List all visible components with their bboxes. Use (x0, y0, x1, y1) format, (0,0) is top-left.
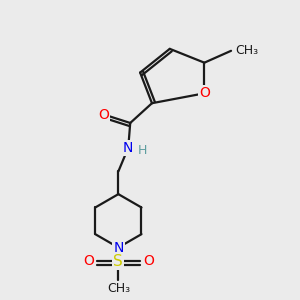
Text: CH₃: CH₃ (107, 282, 130, 295)
Text: CH₃: CH₃ (235, 44, 258, 57)
Text: N: N (123, 141, 134, 155)
Text: S: S (113, 254, 123, 269)
Text: N: N (113, 241, 124, 254)
Text: H: H (137, 144, 147, 157)
Text: O: O (143, 254, 154, 268)
Text: O: O (98, 108, 109, 122)
Text: O: O (83, 254, 94, 268)
Text: O: O (199, 86, 210, 100)
